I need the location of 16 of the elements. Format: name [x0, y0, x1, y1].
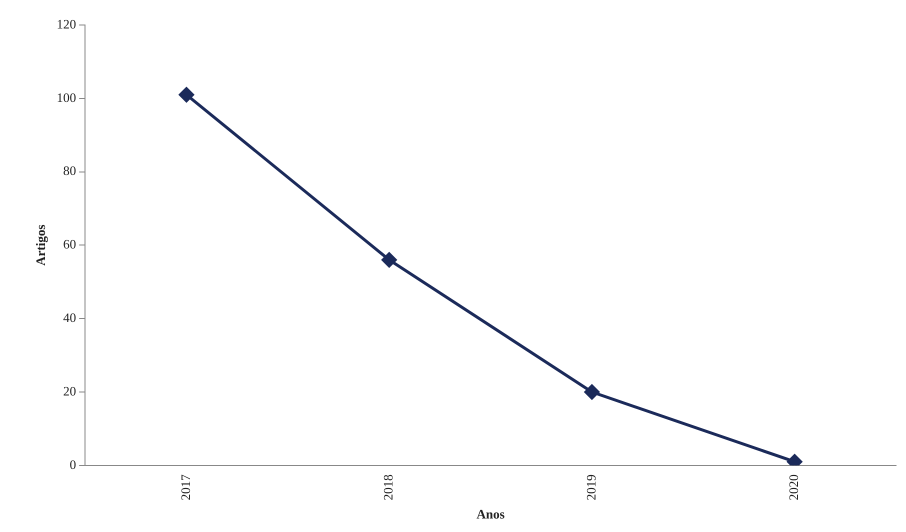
y-axis-title: Artigos	[33, 224, 48, 266]
y-tick-label: 40	[63, 310, 76, 326]
x-tick-label: 2018	[380, 474, 396, 500]
x-tick-label: 2020	[786, 474, 802, 500]
x-tick-label: 2019	[583, 474, 598, 500]
y-tick-label: 120	[56, 16, 76, 32]
point	[382, 252, 397, 268]
point	[584, 384, 600, 400]
y-tick-label: 20	[63, 383, 76, 398]
point	[178, 87, 194, 102]
y-tick-label: 80	[63, 163, 76, 178]
y-tick-label: 0	[70, 456, 76, 472]
y-tick-label: 60	[63, 236, 76, 252]
x-axis-title: Anos	[476, 506, 505, 522]
y-tick-label: 100	[56, 90, 76, 105]
x-tick-label: 2017	[178, 474, 193, 500]
